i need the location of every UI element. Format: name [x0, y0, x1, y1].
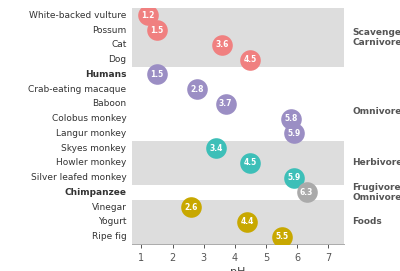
Point [278, 234, 285, 239]
Text: 4.5: 4.5 [244, 158, 257, 167]
Text: 1.5: 1.5 [150, 26, 164, 35]
Text: Humans: Humans [85, 70, 126, 79]
X-axis label: pH: pH [230, 267, 246, 271]
Text: 1.5: 1.5 [150, 70, 164, 79]
Text: Herbivores: Herbivores [352, 158, 400, 167]
Text: Chimpanzee: Chimpanzee [64, 188, 126, 197]
Point [288, 117, 294, 121]
Bar [132, 52, 344, 67]
Text: 3.7: 3.7 [219, 99, 232, 108]
Text: 1.2: 1.2 [141, 11, 154, 20]
Point [247, 161, 254, 165]
Text: 2.6: 2.6 [184, 202, 198, 212]
Bar [132, 23, 344, 38]
Text: 3.4: 3.4 [210, 144, 223, 153]
Bar [132, 214, 344, 229]
Bar [132, 141, 344, 156]
Text: Howler monkey: Howler monkey [56, 158, 126, 167]
Text: Vinegar: Vinegar [92, 202, 126, 212]
Text: Foods: Foods [352, 217, 382, 226]
Point [291, 131, 297, 136]
Text: Frugivore/
Omnivore: Frugivore/ Omnivore [352, 183, 400, 202]
Text: 3.6: 3.6 [216, 40, 229, 50]
Point [244, 220, 250, 224]
Text: Silver leafed monkey: Silver leafed monkey [31, 173, 126, 182]
Text: Colobus monkey: Colobus monkey [52, 114, 126, 123]
Bar [132, 111, 344, 126]
Bar [132, 8, 344, 23]
Text: Yogurt: Yogurt [98, 217, 126, 226]
Text: Scavengers/
Carnivores: Scavengers/ Carnivores [352, 28, 400, 47]
Point [213, 146, 219, 150]
Bar [132, 200, 344, 214]
Text: 5.9: 5.9 [288, 173, 301, 182]
Text: 5.5: 5.5 [275, 232, 288, 241]
Point [188, 205, 194, 209]
Text: Langur monkey: Langur monkey [56, 129, 126, 138]
Text: Omnivores: Omnivores [352, 107, 400, 116]
Point [219, 43, 226, 47]
Bar [132, 82, 344, 96]
Bar [132, 126, 344, 141]
Text: Skyes monkey: Skyes monkey [62, 144, 126, 153]
Text: 4.4: 4.4 [241, 217, 254, 226]
Text: Dog: Dog [108, 55, 126, 64]
Text: Ripe fig: Ripe fig [92, 232, 126, 241]
Bar [132, 67, 344, 82]
Text: White-backed vulture: White-backed vulture [29, 11, 126, 20]
Text: 4.5: 4.5 [244, 55, 257, 64]
Text: Baboon: Baboon [92, 99, 126, 108]
Point [291, 175, 297, 180]
Bar [132, 170, 344, 185]
Bar [132, 38, 344, 52]
Point [144, 13, 151, 18]
Bar [132, 156, 344, 170]
Text: Cat: Cat [111, 40, 126, 50]
Point [303, 190, 310, 195]
Point [154, 72, 160, 77]
Bar [132, 96, 344, 111]
Point [247, 57, 254, 62]
Text: Possum: Possum [92, 26, 126, 35]
Text: 2.8: 2.8 [191, 85, 204, 94]
Point [154, 28, 160, 33]
Text: 5.9: 5.9 [288, 129, 301, 138]
Point [194, 87, 201, 91]
Text: 6.3: 6.3 [300, 188, 313, 197]
Bar [132, 229, 344, 244]
Text: 5.8: 5.8 [284, 114, 298, 123]
Point [222, 102, 229, 106]
Text: Crab-eating macaque: Crab-eating macaque [28, 85, 126, 94]
Bar [132, 185, 344, 200]
